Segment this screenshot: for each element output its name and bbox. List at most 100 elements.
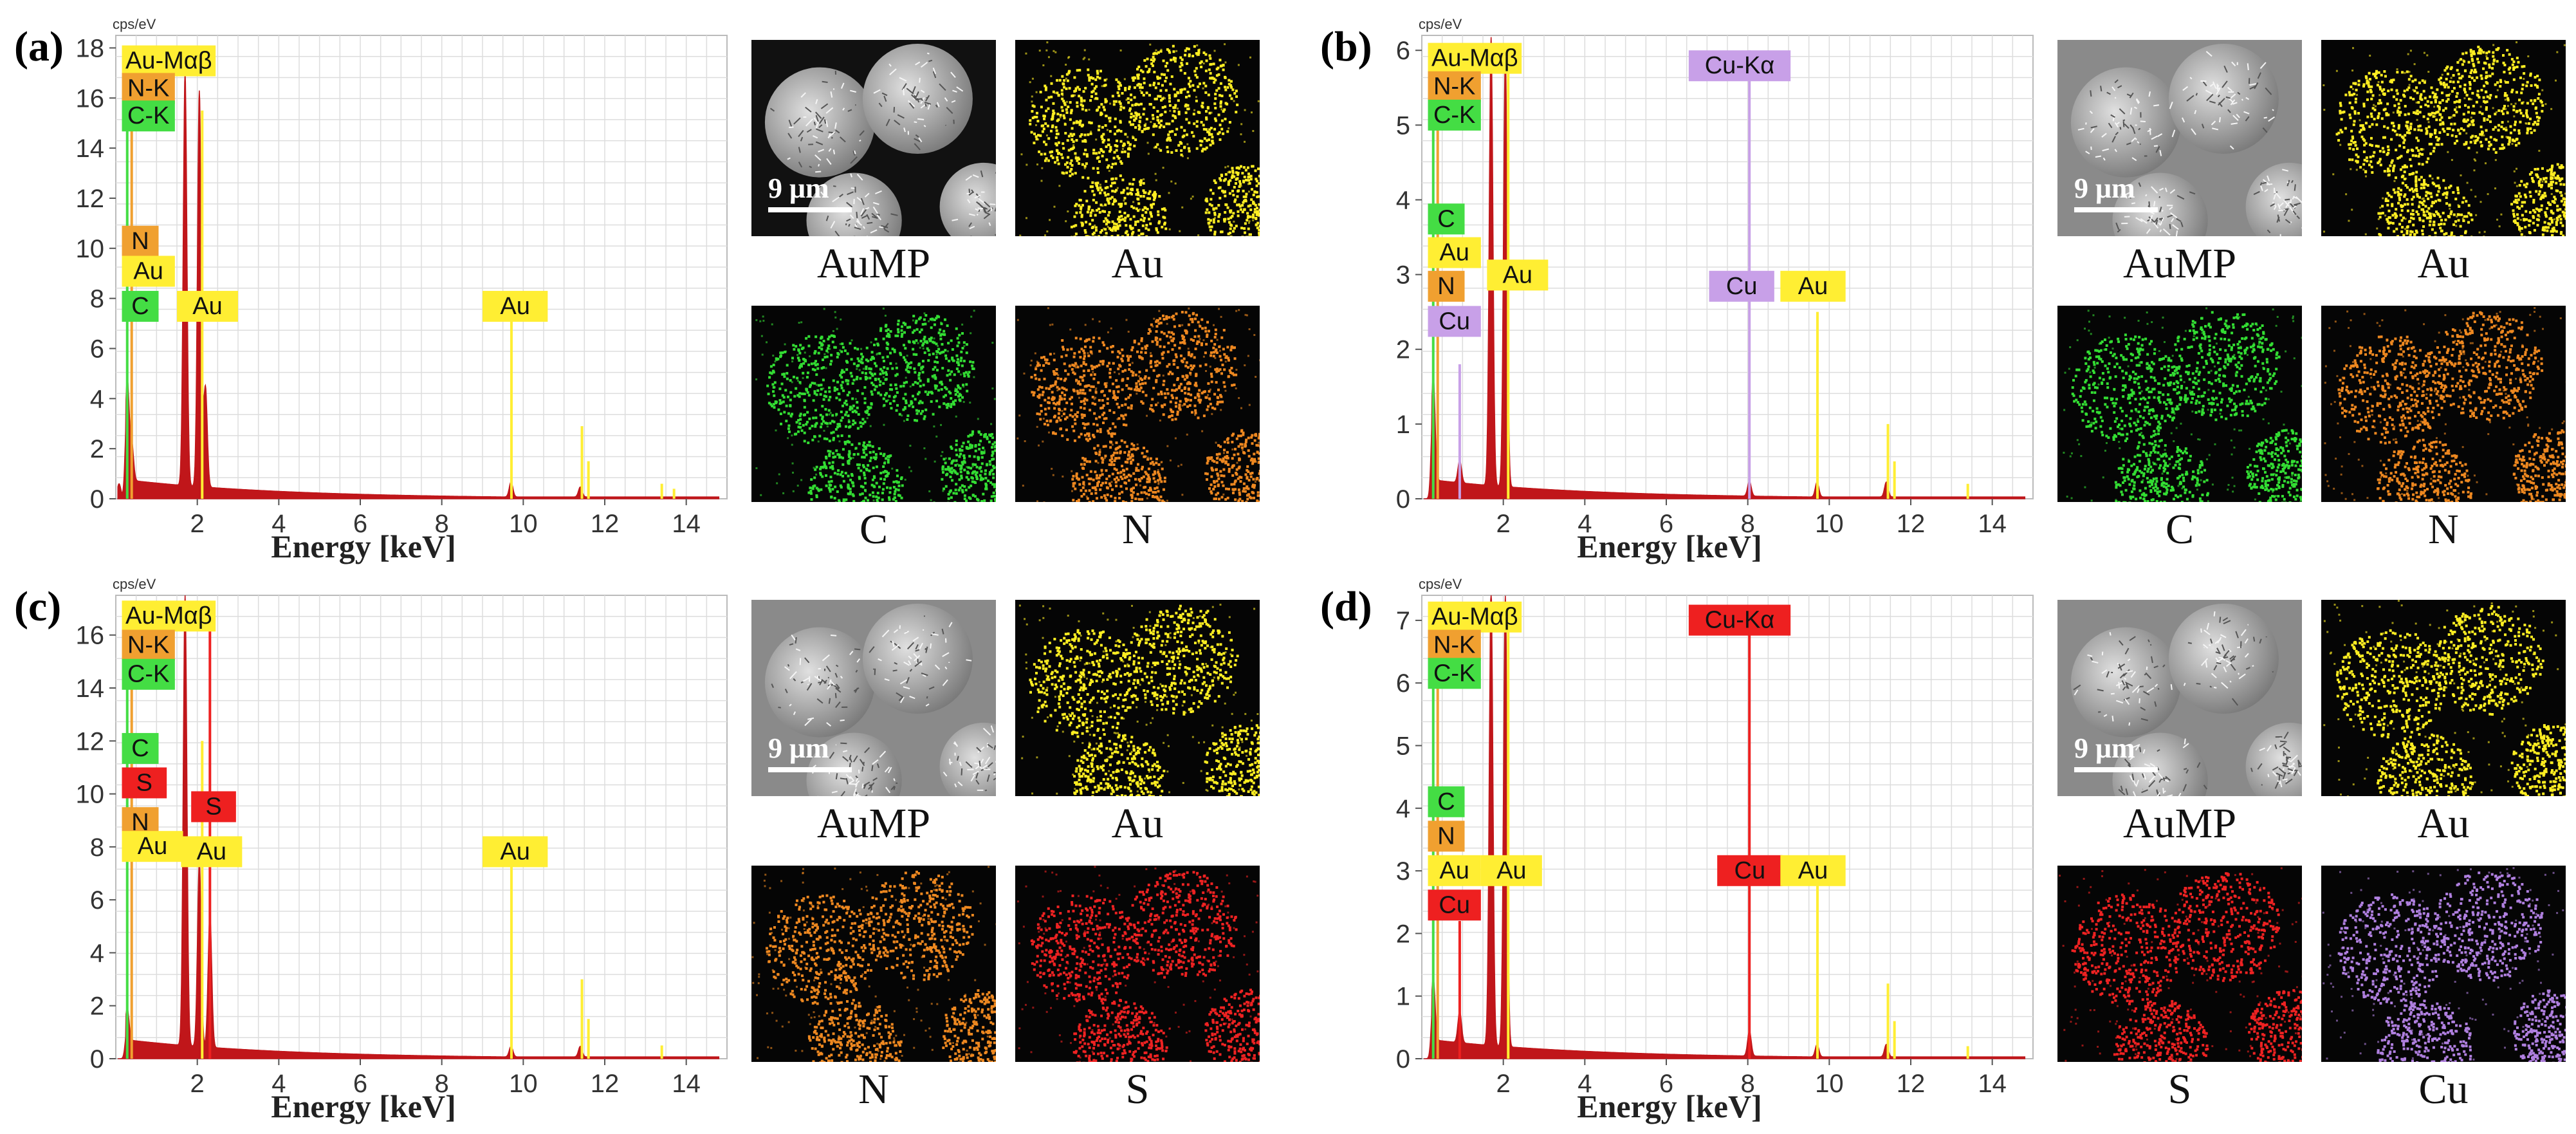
map-pixel bbox=[1143, 124, 1146, 127]
petal bbox=[827, 131, 836, 138]
map-pixel bbox=[1249, 475, 1253, 478]
map-pixel bbox=[1226, 437, 1229, 440]
map-pixel bbox=[1116, 451, 1119, 454]
map-pixel bbox=[923, 318, 926, 321]
map-pixel bbox=[1141, 390, 1145, 393]
map-pixel bbox=[1222, 68, 1225, 71]
map-pixel bbox=[1155, 458, 1158, 461]
map-pixel bbox=[961, 488, 964, 492]
map-pixel bbox=[1188, 382, 1191, 386]
map-pixel bbox=[882, 359, 885, 362]
map-pixel bbox=[1035, 138, 1038, 141]
map-pixel bbox=[856, 401, 859, 404]
map-pixel bbox=[935, 353, 938, 356]
map-pixel bbox=[980, 451, 983, 454]
map-pixel bbox=[927, 359, 930, 362]
map-pixel bbox=[825, 455, 828, 458]
map-pixel bbox=[963, 375, 966, 378]
map-pixel bbox=[1038, 378, 1041, 381]
map-pixel bbox=[1135, 114, 1138, 117]
petal bbox=[815, 115, 819, 122]
map-pixel bbox=[1074, 487, 1077, 490]
map-pixel bbox=[1190, 353, 1193, 356]
map-pixel bbox=[1108, 463, 1111, 466]
map-pixel bbox=[973, 376, 975, 378]
petal bbox=[919, 77, 921, 83]
map-pixel bbox=[1131, 183, 1134, 186]
petal bbox=[944, 97, 948, 102]
map-pixel bbox=[1077, 500, 1080, 502]
map-pixel bbox=[814, 468, 817, 471]
map-pixel bbox=[1114, 425, 1117, 429]
map-pixel bbox=[962, 359, 966, 362]
petal bbox=[850, 156, 858, 164]
map-pixel bbox=[1147, 153, 1150, 155]
map-pixel bbox=[920, 366, 923, 369]
map-pixel bbox=[1081, 476, 1084, 479]
peak-tag: Au bbox=[177, 290, 238, 322]
map-pixel bbox=[1224, 166, 1227, 169]
map-pixel bbox=[954, 464, 957, 467]
map-pixel bbox=[1149, 407, 1152, 411]
map-pixel bbox=[1080, 214, 1083, 217]
map-pixel bbox=[1080, 413, 1083, 416]
map-pixel bbox=[1150, 203, 1154, 207]
map-pixel bbox=[887, 496, 890, 499]
x-tick-label: 12 bbox=[591, 510, 620, 534]
map-pixel bbox=[872, 343, 876, 346]
map-pixel bbox=[1090, 385, 1093, 388]
map-pixel bbox=[827, 449, 830, 452]
map-pixel bbox=[1202, 51, 1206, 54]
map-pixel bbox=[1105, 158, 1109, 162]
map-pixel bbox=[833, 346, 836, 349]
petal bbox=[935, 104, 938, 108]
map-pixel bbox=[1092, 366, 1096, 369]
map-pixel bbox=[1227, 232, 1230, 236]
map-pixel bbox=[822, 387, 825, 390]
map-pixel bbox=[783, 411, 786, 414]
map-pixel bbox=[940, 321, 943, 324]
map-pixel bbox=[1059, 116, 1062, 118]
map-pixel bbox=[1163, 501, 1166, 502]
map-pixel bbox=[968, 371, 971, 374]
map-pixel bbox=[1066, 165, 1069, 169]
map-pixel bbox=[1039, 134, 1042, 137]
map-pixel bbox=[1244, 195, 1247, 198]
map-pixel bbox=[912, 348, 915, 351]
map-pixel bbox=[1155, 49, 1157, 51]
map-pixel bbox=[995, 465, 996, 469]
map-pixel bbox=[1145, 347, 1148, 350]
map-pixel bbox=[1235, 373, 1238, 376]
map-pixel bbox=[879, 478, 883, 481]
map-pixel bbox=[1223, 219, 1226, 223]
map-pixel bbox=[917, 409, 921, 413]
map-pixel bbox=[1136, 197, 1139, 200]
map-pixel bbox=[881, 488, 885, 491]
map-pixel bbox=[1056, 152, 1060, 155]
petal bbox=[849, 214, 854, 219]
map-pixel bbox=[1149, 488, 1152, 491]
map-pixel bbox=[1258, 229, 1260, 232]
map-pixel bbox=[969, 402, 971, 404]
map-pixel bbox=[1044, 407, 1047, 411]
map-pixel bbox=[1112, 156, 1116, 160]
petal bbox=[932, 68, 937, 75]
map-pixel bbox=[1215, 68, 1219, 71]
map-pixel bbox=[797, 425, 800, 429]
map-pixel bbox=[1128, 147, 1131, 150]
map-pixel bbox=[1141, 86, 1144, 89]
map-pixel bbox=[1085, 474, 1089, 477]
map-pixel bbox=[961, 323, 964, 326]
petal bbox=[856, 220, 863, 226]
map-pixel bbox=[1257, 100, 1260, 102]
map-pixel bbox=[1191, 321, 1194, 324]
map-pixel bbox=[906, 364, 910, 367]
map-pixel bbox=[1151, 398, 1154, 401]
map-pixel bbox=[811, 382, 814, 385]
map-pixel bbox=[1119, 140, 1123, 143]
map-pixel bbox=[1200, 343, 1203, 346]
map-pixel bbox=[938, 405, 941, 409]
map-pixel bbox=[1157, 51, 1160, 54]
petal bbox=[860, 198, 865, 205]
map-pixel bbox=[1219, 100, 1222, 104]
